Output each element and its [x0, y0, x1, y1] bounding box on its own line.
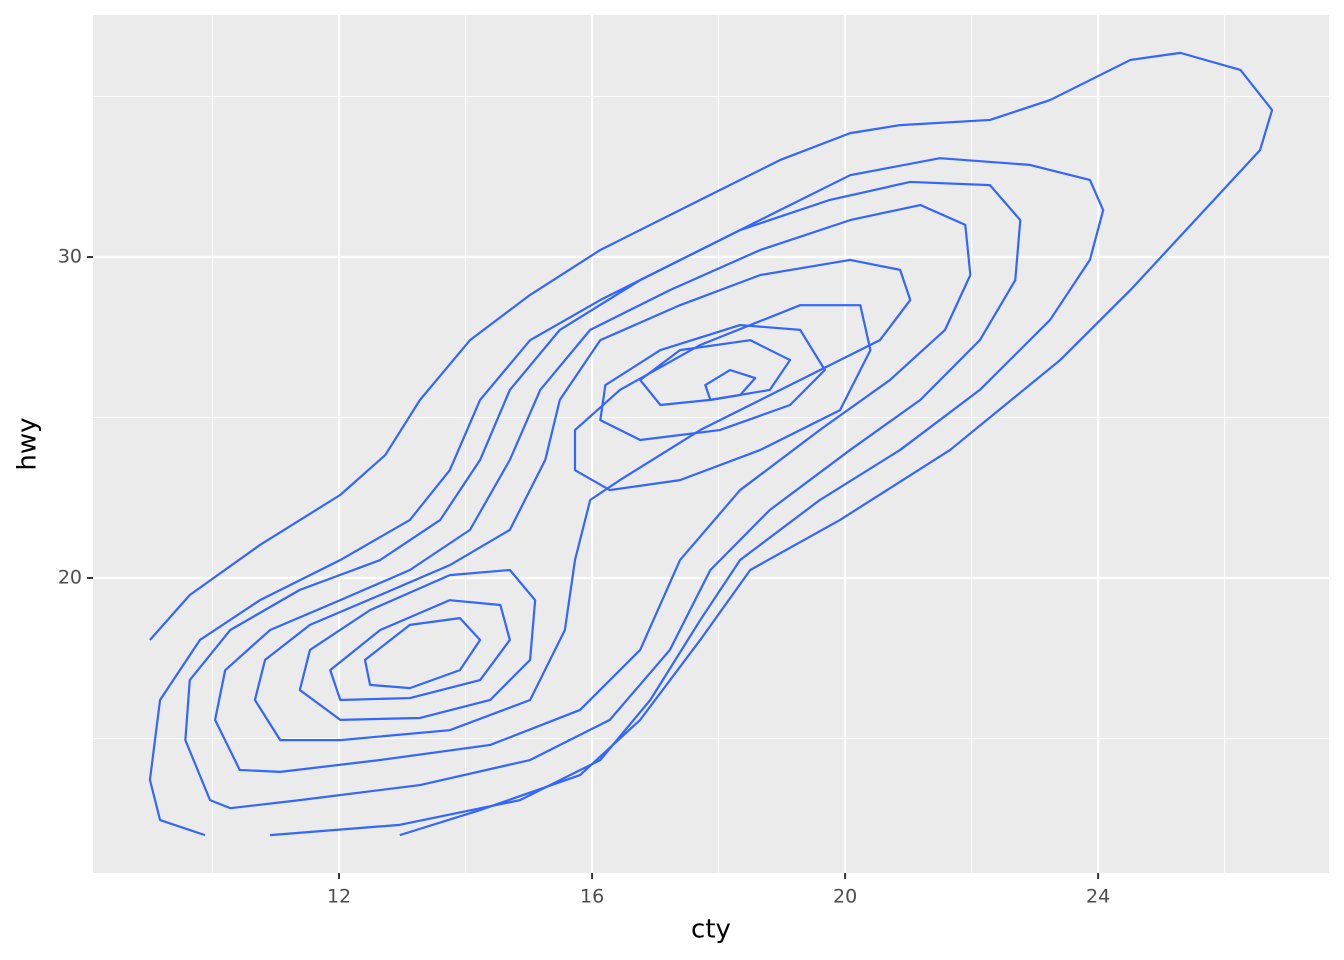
- contour-line: [298, 568, 537, 721]
- contour-line: [149, 51, 1274, 837]
- contour-line: [253, 258, 912, 742]
- x-tick-label: 24: [1086, 886, 1110, 908]
- x-tick-label: 20: [833, 886, 857, 908]
- contour-line: [184, 180, 1022, 810]
- contour-line: [363, 617, 482, 690]
- contour-line: [148, 157, 1105, 837]
- contour-line: [573, 304, 872, 492]
- contour-line: [599, 323, 826, 442]
- contour-line: [329, 599, 511, 702]
- x-axis-title: cty: [691, 915, 731, 945]
- contour-line: [704, 368, 757, 401]
- y-axis-title: hwy: [13, 417, 43, 470]
- x-tick-label: 16: [580, 886, 604, 908]
- x-tick-label: 12: [327, 886, 351, 908]
- contour-line: [213, 203, 972, 773]
- panel: [93, 15, 1329, 873]
- y-tick-label: 20: [58, 567, 82, 589]
- y-tick-label: 30: [58, 246, 82, 268]
